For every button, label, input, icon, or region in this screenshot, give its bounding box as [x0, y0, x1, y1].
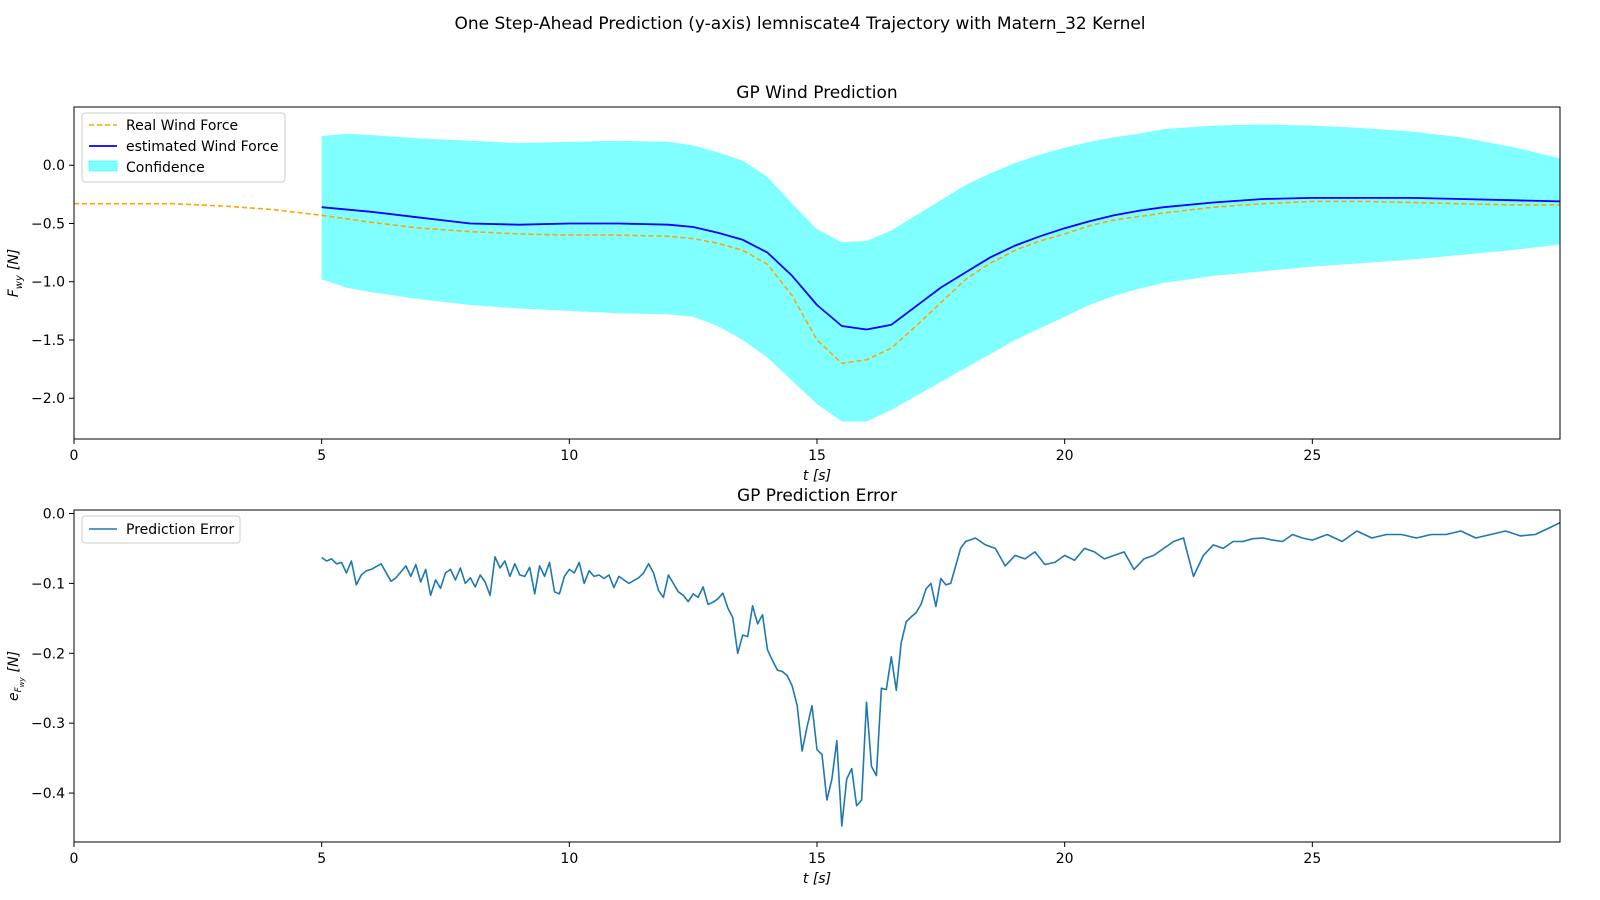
error-y-label-sub: F [14, 686, 24, 692]
wind-x-tick-label: 15 [808, 448, 826, 464]
prediction-error-line [321, 521, 1561, 827]
wind-x-tick-label: 0 [70, 448, 79, 464]
legend-confidence-label: Confidence [126, 160, 205, 176]
wind-prediction-axes: GP Wind Prediction 0 5 10 15 20 25 0.0 −0.5 −1.… [6, 83, 1561, 484]
error-x-tick-label: 10 [560, 851, 578, 867]
error-y-tick-label: 0.0 [43, 506, 65, 522]
wind-y-tick-label: −2.0 [31, 391, 65, 407]
error-x-tick-label: 0 [70, 851, 79, 867]
error-legend-box [81, 515, 241, 544]
error-x-tick-label: 15 [808, 851, 826, 867]
wind-y-label-unit: [N] [6, 249, 22, 270]
wind-x-tick-label: 25 [1303, 448, 1321, 464]
estimated-wind-force-line [321, 196, 1561, 331]
wind-legend: Real Wind Force estimated Wind Force Con… [81, 112, 286, 183]
legend-real-label: Real Wind Force [126, 118, 238, 134]
legend-error-label: Prediction Error [126, 522, 234, 538]
error-legend: Prediction Error [81, 515, 241, 544]
wind-x-tick-label: 10 [560, 448, 578, 464]
error-y-tick-label: −0.2 [31, 646, 65, 662]
legend-confidence-swatch [88, 160, 118, 172]
error-x-ticks: 0 5 10 15 20 25 [70, 842, 1321, 867]
prediction-error-frame [73, 509, 1561, 843]
error-y-tick-label: −0.1 [31, 576, 65, 592]
wind-y-tick-label: −1.5 [31, 333, 65, 349]
legend-estimated-label: estimated Wind Force [126, 139, 278, 155]
wind-y-tick-label: 0.0 [43, 158, 65, 174]
error-x-tick-label: 20 [1056, 851, 1074, 867]
error-y-ticks: 0.0 −0.1 −0.2 −0.3 −0.4 [31, 506, 74, 802]
error-y-tick-label: −0.3 [31, 716, 65, 732]
error-y-label-unit: [N] [6, 651, 22, 672]
prediction-error-title: GP Prediction Error [737, 486, 897, 506]
error-y-label-subsub: wy [18, 677, 26, 688]
figure-title: One Step-Ahead Prediction (y-axis) lemni… [454, 14, 1146, 34]
wind-prediction-title: GP Wind Prediction [736, 83, 897, 103]
wind-y-ticks: 0.0 −0.5 −1.0 −1.5 −2.0 [31, 158, 74, 407]
wind-y-label-sub: wy [14, 274, 25, 289]
real-wind-force-line [74, 200, 1560, 365]
wind-y-axis-label: Fwy [N] [6, 249, 25, 298]
wind-series-layer [74, 196, 1561, 365]
error-y-label-main: e [6, 692, 22, 701]
wind-x-axis-label: t [s] [803, 468, 831, 484]
error-series-layer [321, 521, 1561, 827]
wind-x-ticks: 0 5 10 15 20 25 [70, 439, 1321, 464]
wind-y-label-main: F [6, 288, 22, 297]
prediction-error-axes: GP Prediction Error 0 5 10 15 20 25 0.0 −0.1 −0… [6, 486, 1561, 887]
wind-y-tick-label: −1.0 [31, 275, 65, 291]
error-y-tick-label: −0.4 [31, 786, 65, 802]
error-x-tick-label: 25 [1303, 851, 1321, 867]
error-y-axis-label: eFwy [N] [6, 651, 26, 701]
wind-y-tick-label: −0.5 [31, 216, 65, 232]
wind-x-tick-label: 5 [317, 448, 326, 464]
error-x-axis-label: t [s] [803, 871, 831, 887]
wind-legend-box [81, 112, 286, 183]
confidence-band-layer [321, 124, 1561, 422]
confidence-band [321, 124, 1561, 422]
error-x-tick-label: 5 [317, 851, 326, 867]
wind-x-tick-label: 20 [1056, 448, 1074, 464]
